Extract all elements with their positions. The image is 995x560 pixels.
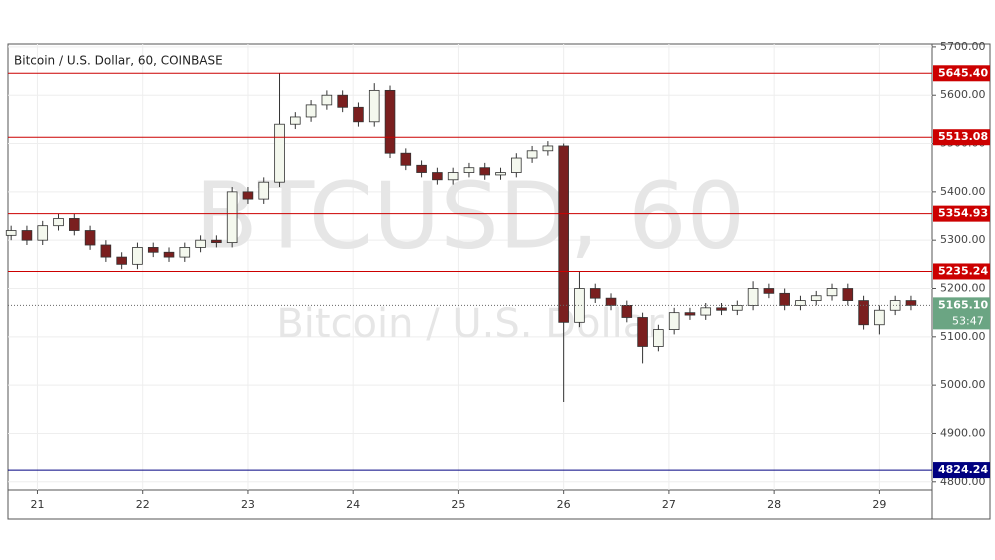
level-label-box <box>933 263 990 280</box>
candle-body <box>242 191 254 200</box>
candle-body <box>337 94 348 108</box>
watermark-sub: Bitcoin / U.S. Dollar <box>276 301 664 347</box>
candle-body <box>558 145 569 323</box>
x-tick-label: 28 <box>767 498 781 511</box>
x-tick-label: 26 <box>557 498 571 511</box>
candle-body <box>37 225 49 241</box>
candle-body <box>195 239 206 248</box>
candle-body <box>147 247 159 253</box>
candle-body <box>700 307 712 316</box>
y-tick-label: 5700.00 <box>940 40 986 53</box>
candle-body <box>163 251 175 258</box>
candle-body <box>716 307 727 311</box>
candle-body <box>132 247 143 265</box>
candle-body <box>274 123 285 183</box>
candle-body <box>810 295 822 301</box>
candle-body <box>574 288 585 323</box>
x-tick-label: 27 <box>662 498 676 511</box>
candle-body <box>779 292 790 306</box>
last-price-box <box>933 297 990 330</box>
x-tick-label: 29 <box>872 498 886 511</box>
candle-body <box>400 152 412 166</box>
candle-body <box>5 230 17 236</box>
candle-body <box>416 164 427 173</box>
y-tick-label: 5300.00 <box>940 233 986 246</box>
candle-body <box>290 116 301 125</box>
candle-body <box>447 172 459 181</box>
level-label: 5354.93 <box>938 207 988 220</box>
candle-body <box>511 157 522 173</box>
level-label-box <box>933 65 990 82</box>
y-tick-label: 4900.00 <box>940 426 986 439</box>
candle-body <box>353 106 364 123</box>
candle-body <box>637 317 648 347</box>
x-tick-label: 24 <box>346 498 360 511</box>
candle-body <box>874 309 885 326</box>
level-label: 5513.08 <box>938 130 988 143</box>
candle-body <box>858 300 869 326</box>
candle-body <box>495 172 506 176</box>
candle-body <box>826 288 838 297</box>
candle-body <box>684 312 696 316</box>
candle-body <box>526 150 538 159</box>
candle-body <box>384 89 396 154</box>
level-label: 5645.40 <box>938 66 988 79</box>
candle-body <box>305 104 317 118</box>
candle-body <box>795 300 806 306</box>
candle-body <box>605 297 617 306</box>
last-price-label: 5165.10 <box>938 298 988 311</box>
candle-body <box>732 305 743 311</box>
candle-body <box>842 288 854 301</box>
candle-body <box>321 94 333 106</box>
x-tick-label: 21 <box>30 498 44 511</box>
candle-body <box>542 145 554 152</box>
candle-body <box>53 218 64 227</box>
y-tick-label: 5400.00 <box>940 185 986 198</box>
candle-body <box>621 305 633 318</box>
countdown: 53:47 <box>952 314 984 327</box>
y-tick-label: 5200.00 <box>940 282 986 295</box>
candle-body <box>211 239 222 243</box>
candle-body <box>69 218 80 231</box>
candle-body <box>258 181 270 200</box>
watermark: BTCUSD, 60 <box>195 162 745 269</box>
candle-body <box>889 300 901 311</box>
candle-body <box>589 288 601 299</box>
chart-frame <box>7 43 991 520</box>
candle-body <box>905 300 917 306</box>
candle-body <box>432 172 443 181</box>
level-label-box <box>933 129 990 146</box>
candle-body <box>21 230 33 241</box>
y-tick-label: 5000.00 <box>940 378 986 391</box>
candle-body <box>479 167 491 176</box>
candle-body <box>763 288 775 294</box>
candle-body <box>368 89 380 123</box>
x-tick-label: 22 <box>136 498 150 511</box>
level-label: 5235.24 <box>938 264 988 277</box>
candle-body <box>747 288 759 306</box>
chart-title: Bitcoin / U.S. Dollar, 60, COINBASE <box>14 54 223 68</box>
y-tick-label: 5100.00 <box>940 330 986 343</box>
candle-body <box>179 247 191 258</box>
x-tick-label: 25 <box>451 498 465 511</box>
candle-body <box>668 312 680 330</box>
y-tick-label: 5600.00 <box>940 88 986 101</box>
candle-body <box>84 230 96 246</box>
x-tick-label: 23 <box>241 498 255 511</box>
candle-body <box>226 191 238 243</box>
candle-body <box>100 244 112 258</box>
level-label-box <box>933 462 990 479</box>
candle-body <box>653 329 664 347</box>
candle-body <box>116 256 127 265</box>
level-label-box <box>933 205 990 222</box>
candle-body <box>463 167 475 173</box>
level-label: 4824.24 <box>938 463 988 476</box>
